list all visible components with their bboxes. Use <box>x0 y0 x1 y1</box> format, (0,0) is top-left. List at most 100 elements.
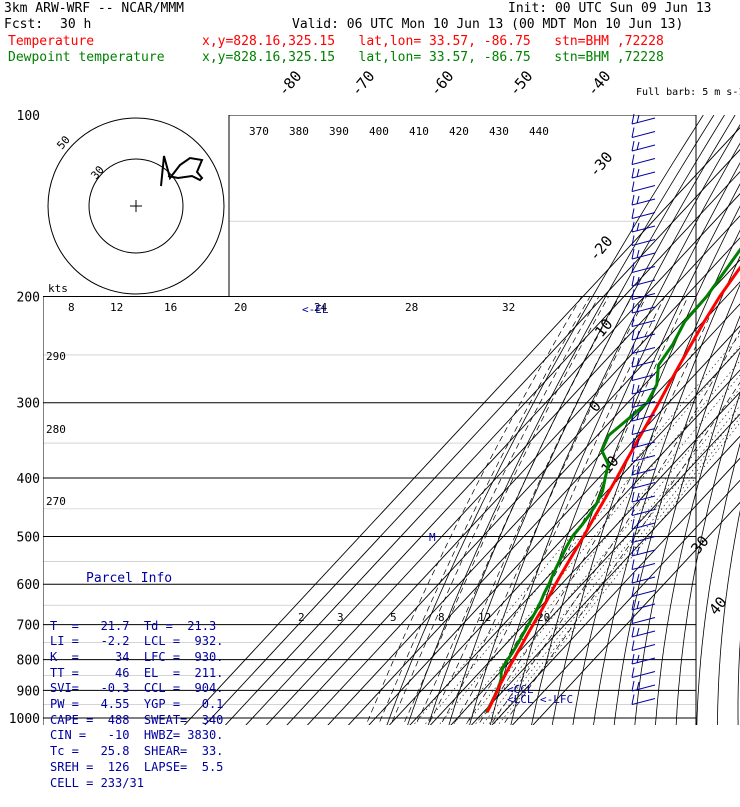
wind-barb-flag <box>632 236 634 246</box>
wind-barb-flag <box>632 654 634 664</box>
wind-barb-flag <box>632 668 634 678</box>
dry-adiabat-line <box>718 115 740 731</box>
wind-barb <box>632 182 655 192</box>
isotherm-label: -20 <box>585 232 616 264</box>
wind-barb-flag <box>632 384 634 394</box>
dry-adiabat-line <box>530 115 740 731</box>
wind-barb-shaft <box>632 267 655 273</box>
wind-barb-flag <box>632 641 634 651</box>
pressure-tick-label: 500 <box>17 530 40 545</box>
mixing-ratio-label: 8 <box>68 301 75 314</box>
parcel-info-row: SVI= -0.3 CCL = 904. <box>50 681 223 697</box>
parcel-info-row: T = 21.7 Td = 21.3 <box>50 619 223 635</box>
wind-barb-shaft <box>632 618 655 624</box>
wind-barb-flag <box>632 168 634 178</box>
wind-barb-shaft <box>632 334 655 340</box>
pressure-tick-label: 1000 <box>9 712 40 727</box>
mixing-ratio-label: 3 <box>337 611 344 624</box>
mixing-ratio-label: 2 <box>298 611 305 624</box>
wind-barb-shaft <box>632 645 655 651</box>
parcel-info-title: Parcel Info <box>50 571 223 587</box>
wind-barb-shaft <box>632 699 655 705</box>
isotherm-label: -30 <box>585 148 616 180</box>
isotherm-line <box>220 115 740 731</box>
theta-left-label: 290 <box>46 350 66 363</box>
wind-barb <box>632 641 655 651</box>
wind-barb-shaft <box>632 159 655 165</box>
wind-barb-shaft <box>632 118 655 124</box>
wind-barb-flag <box>632 695 634 705</box>
wind-barb-flag <box>632 519 634 529</box>
dry-adiabat-line <box>614 115 740 731</box>
moist-adiabat-line <box>437 297 646 731</box>
wind-barb-shaft <box>632 307 655 313</box>
wind-barb-shaft <box>632 591 655 597</box>
wind-barb <box>632 263 655 273</box>
wind-barb-shaft <box>632 456 655 462</box>
parcel-info-row: TT = 46 EL = 211. <box>50 666 223 682</box>
theta-label: 420 <box>449 125 469 138</box>
pressure-tick-label: 200 <box>17 291 40 306</box>
wind-barb-flag <box>632 195 634 205</box>
wind-barb <box>632 128 655 138</box>
isotherm-label: 40 <box>705 593 730 618</box>
theta-label: 380 <box>289 125 309 138</box>
wind-barb-flag <box>632 209 634 219</box>
dry-adiabat-line <box>697 115 740 731</box>
wind-barb-shaft <box>632 510 655 516</box>
pressure-tick-label: 100 <box>17 109 40 124</box>
wind-barb-flag <box>632 155 634 165</box>
mixing-ratio-label: 8 <box>438 611 445 624</box>
pressure-tick-label: 300 <box>17 397 40 412</box>
wind-barb-shaft <box>632 631 655 637</box>
wind-barb <box>632 668 655 678</box>
pressure-tick-label: 600 <box>17 578 40 593</box>
theta-label: 400 <box>369 125 389 138</box>
wind-barb-flag <box>632 128 634 138</box>
isotherm-label: -60 <box>426 67 457 99</box>
parcel-info-row: SREH = 126 LAPSE= 5.5 <box>50 760 223 776</box>
dry-adiabat-line <box>406 115 714 731</box>
wind-barb <box>632 168 655 178</box>
moist-adiabat-line <box>499 297 740 731</box>
isotherm-line <box>261 115 740 731</box>
isotherm-line <box>466 115 740 731</box>
theta-left-label: 270 <box>46 495 66 508</box>
wind-barb-shaft <box>632 564 655 570</box>
lcl-marker: <LCL <box>507 693 534 706</box>
wind-barb-shaft <box>632 145 655 151</box>
hodograph-units: kts <box>48 282 68 295</box>
wind-barb <box>632 492 655 502</box>
isotherm-line <box>528 115 740 731</box>
wind-barb-flag <box>632 425 634 435</box>
mixing-ratio-label: 12 <box>478 611 491 624</box>
wind-barb-flag <box>632 627 634 637</box>
lfc-marker: <-LFC <box>540 693 573 706</box>
mixing-ratio-label: 12 <box>110 301 123 314</box>
theta-label: 440 <box>529 125 549 138</box>
el-marker: <-EL <box>302 303 329 316</box>
dry-adiabat-line <box>426 115 724 731</box>
pressure-tick-label: 700 <box>17 619 40 634</box>
wind-barb-legend: Full barb: 5 m s-1 <box>636 87 740 98</box>
isotherm-label: -50 <box>505 67 536 99</box>
pressure-tick-label: 800 <box>17 654 40 669</box>
parcel-info-row: CAPE = 488 SWEAT= 340 <box>50 713 223 729</box>
wind-barb <box>632 587 655 597</box>
wind-barb <box>632 627 655 637</box>
mixing-ratio-label: 16 <box>164 301 177 314</box>
theta-label: 410 <box>409 125 429 138</box>
isotherm-label: -70 <box>347 67 378 99</box>
pressure-tick-label: 400 <box>17 472 40 487</box>
theta-left-label: 280 <box>46 423 66 436</box>
dry-adiabat-line <box>676 115 740 731</box>
moist-adiabat-line <box>425 297 632 731</box>
wind-barb-shaft <box>632 672 655 678</box>
parcel-info-row: CIN = -10 HWBZ= 3830. <box>50 728 223 744</box>
wind-barb-flag <box>632 492 634 502</box>
wind-barb-flag <box>632 182 634 192</box>
wind-barb-shaft <box>632 186 655 192</box>
mixing-ratio-label: 32 <box>502 301 515 314</box>
parcel-info-row: CELL = 233/31 <box>50 776 223 792</box>
theta-label: 430 <box>489 125 509 138</box>
